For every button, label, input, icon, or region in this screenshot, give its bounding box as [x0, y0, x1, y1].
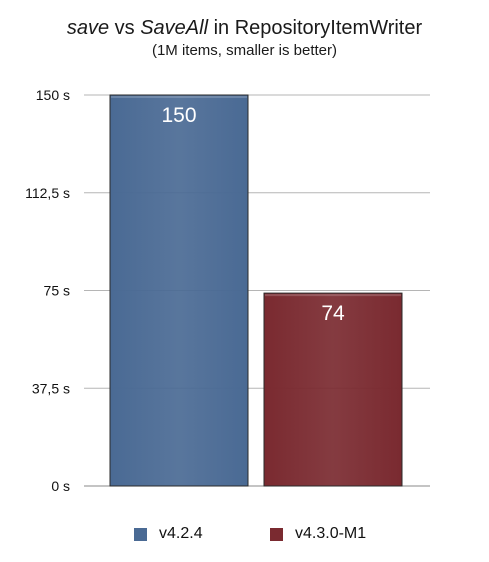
bar-highlight-1	[265, 294, 401, 297]
bar-value-label-0: 150	[161, 104, 196, 127]
y-tick-label-2: 75 s	[44, 283, 70, 299]
bar-v4-2-4	[109, 94, 249, 487]
title-part-2: SaveAll	[140, 17, 209, 39]
title-part-1: vs	[109, 17, 141, 39]
legend: v4.2.4 v4.3.0-M1	[0, 522, 489, 546]
y-tick-label-1: 37,5 s	[32, 380, 70, 396]
legend-label-v4-2-4: v4.2.4	[159, 525, 203, 542]
legend-item-v4-2-4: v4.2.4	[134, 522, 203, 546]
legend-swatch-v4-2-4	[134, 527, 147, 541]
legend-label-v4-3-0-m1: v4.3.0-M1	[295, 525, 367, 542]
y-tick-label-3: 112,5 s	[25, 185, 70, 201]
y-tick-label-0: 0 s	[51, 478, 70, 494]
bar-value-label-1: 74	[321, 302, 345, 325]
title-part-3: in RepositoryItemWriter	[208, 17, 423, 39]
bar-highlight-0	[111, 96, 247, 98]
legend-swatch-v4-3-0-m1	[270, 527, 283, 541]
bar-v4-3-0-m1	[263, 292, 403, 487]
chart-subtitle: (1M items, smaller is better)	[151, 42, 338, 59]
chart-title: save vs SaveAll in RepositoryItemWriter	[0, 16, 489, 40]
y-tick-label-4: 150 s	[36, 87, 70, 103]
title-part-0: save	[66, 17, 110, 39]
legend-item-v4-3-0-m1: v4.3.0-M1	[270, 522, 366, 546]
